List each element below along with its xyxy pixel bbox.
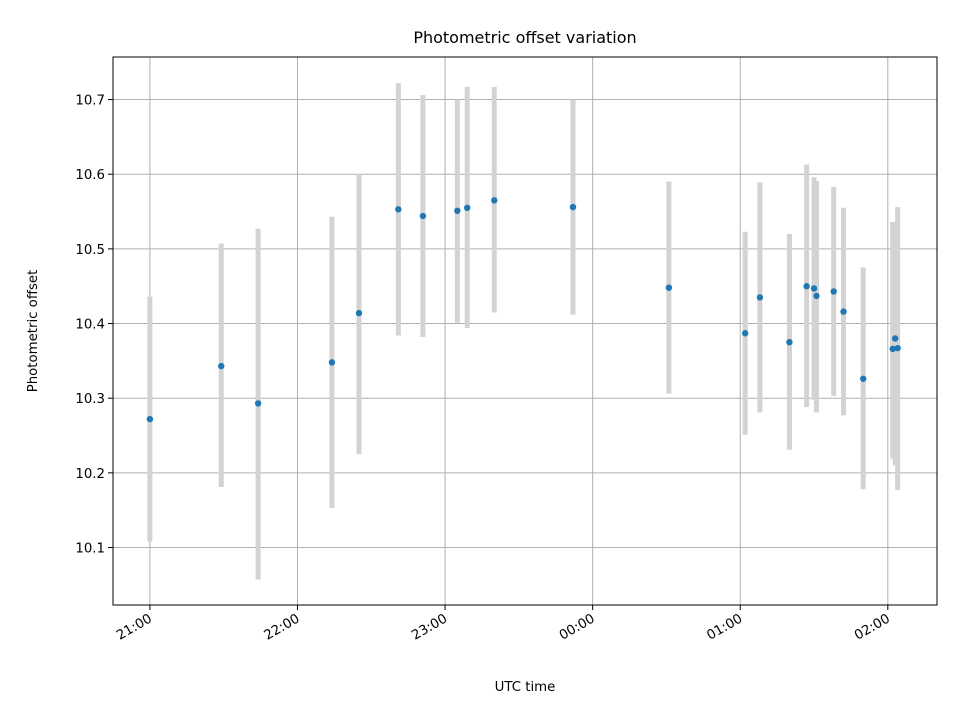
data-point bbox=[491, 197, 498, 204]
data-point bbox=[889, 345, 896, 353]
data-point bbox=[395, 206, 402, 213]
x-axis-label: UTC time bbox=[495, 680, 556, 695]
data-points bbox=[146, 197, 901, 423]
data-point bbox=[569, 203, 577, 211]
plot-frame bbox=[112, 56, 938, 606]
data-point bbox=[813, 292, 820, 300]
data-point bbox=[786, 338, 793, 346]
data-point bbox=[803, 283, 810, 290]
data-point bbox=[840, 308, 847, 315]
data-point bbox=[891, 335, 899, 342]
data-point bbox=[756, 294, 764, 301]
data-point bbox=[830, 288, 837, 295]
data-point bbox=[665, 284, 673, 291]
data-point bbox=[860, 375, 867, 382]
y-tick-label: 10.6 bbox=[75, 168, 105, 183]
data-point bbox=[741, 330, 749, 337]
data-point bbox=[254, 400, 262, 407]
y-axis-ticks: 10.1 10.2 10.3 10.4 10.5 10.6 10.7 bbox=[75, 94, 113, 557]
grid bbox=[113, 57, 937, 605]
y-tick-label: 10.2 bbox=[75, 467, 105, 482]
y-tick-label: 10.3 bbox=[75, 392, 105, 407]
y-axis-label: Photometric offset bbox=[26, 270, 41, 393]
y-tick-label: 10.7 bbox=[75, 94, 105, 109]
data-point bbox=[454, 207, 461, 214]
data-point bbox=[218, 362, 225, 370]
y-tick-label: 10.4 bbox=[75, 318, 105, 333]
data-point bbox=[894, 344, 901, 352]
plot-area bbox=[113, 57, 937, 605]
data-point bbox=[463, 204, 471, 212]
data-point bbox=[355, 309, 363, 317]
data-point bbox=[810, 285, 818, 292]
data-point bbox=[419, 212, 427, 220]
data-point bbox=[146, 415, 154, 423]
y-tick-label: 10.5 bbox=[75, 243, 105, 258]
chart-title: Photometric offset variation bbox=[413, 28, 636, 47]
data-point bbox=[328, 359, 336, 366]
y-tick-label: 10.1 bbox=[75, 542, 105, 557]
